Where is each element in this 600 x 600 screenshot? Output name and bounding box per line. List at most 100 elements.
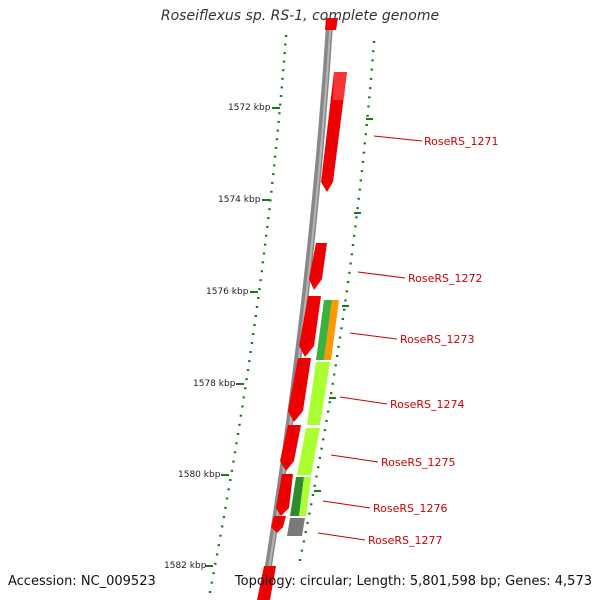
scale-dot: [326, 410, 330, 413]
scale-dot: [337, 345, 340, 348]
gene-feature-rosers-1275[interactable]: [280, 425, 301, 471]
scale-dot: [308, 512, 311, 515]
gene-label-rosers-1273[interactable]: RoseRS_1273: [400, 333, 475, 346]
scale-dot: [246, 369, 250, 372]
feature-gray: [287, 518, 305, 536]
scale-dot: [225, 497, 229, 500]
scale-dot: [241, 405, 244, 408]
scale-dot: [219, 534, 222, 537]
scale-dot: [258, 288, 261, 291]
scale-dot: [360, 170, 364, 173]
scale-dot: [370, 68, 373, 71]
scale-dot: [233, 451, 237, 454]
scale-dot: [330, 392, 333, 395]
gene-feature-rosers-1277[interactable]: [271, 516, 286, 533]
scale-dot: [338, 336, 342, 339]
feature-lime-2: [297, 428, 320, 475]
gene-feature-rosers-1274[interactable]: [288, 358, 311, 422]
scale-dot: [367, 105, 370, 108]
tick-label: 1576 kbp: [206, 287, 249, 297]
gene-label-rosers-1274[interactable]: RoseRS_1274: [390, 398, 465, 411]
scale-dot: [267, 217, 270, 220]
scale-dot: [269, 199, 272, 202]
scale-dot: [273, 164, 276, 167]
scale-dot: [372, 50, 375, 53]
scale-dot: [371, 59, 374, 62]
tick-labels: 1572 kbp 1574 kbp 1576 kbp 1578 kbp 1580…: [164, 103, 280, 571]
gene-feature-rosers-1276[interactable]: [276, 474, 293, 516]
gene-feature-partial: [257, 566, 276, 600]
scale-dot: [353, 234, 356, 237]
scale-dot: [357, 197, 360, 200]
tick-label: 1578 kbp: [193, 379, 236, 389]
scale-dot: [230, 469, 234, 472]
scale-dot: [364, 133, 367, 136]
scale-dot: [279, 95, 283, 97]
gene-label-rosers-1272[interactable]: RoseRS_1272: [408, 272, 483, 285]
scale-dot: [320, 447, 323, 450]
scale-dot: [282, 60, 286, 63]
scale-dot: [222, 516, 226, 519]
scale-dot: [215, 553, 219, 556]
gene-label-rosers-1276[interactable]: RoseRS_1276: [373, 502, 448, 515]
scale-dot: [238, 423, 241, 426]
scale-dot: [275, 138, 279, 141]
gene-feature-rosers-1272[interactable]: [309, 243, 327, 290]
scale-dot: [283, 52, 286, 55]
scale-dot: [236, 433, 240, 435]
scale-dot: [249, 351, 252, 353]
scale-dot: [253, 324, 256, 326]
scale-dot: [210, 581, 213, 584]
gene-labels: RoseRS_1271 RoseRS_1272 RoseRS_1273 Rose…: [317, 135, 499, 547]
scale-dot: [344, 299, 347, 302]
scale-dot: [260, 270, 263, 273]
scale-dot: [318, 456, 322, 459]
topology-text: Topology: circular; Length: 5,801,598 bp…: [234, 574, 592, 589]
scale-dot: [250, 342, 254, 344]
scale-dot: [306, 521, 309, 524]
scale-dot: [365, 124, 368, 126]
feature-green: [316, 300, 332, 360]
scale-dot: [277, 120, 280, 123]
feature-lime-1: [307, 362, 330, 425]
scale-dot: [340, 327, 343, 330]
scale-dot: [336, 355, 339, 357]
scale-dot: [272, 173, 275, 176]
tick-label: 1580 kbp: [178, 470, 221, 480]
scale-dot: [212, 572, 215, 575]
scale-dot: [323, 429, 327, 432]
scale-dot: [348, 271, 351, 274]
leader-line: [330, 454, 379, 463]
scale-dot: [224, 506, 227, 509]
gene-label-rosers-1277[interactable]: RoseRS_1277: [368, 534, 443, 547]
gene-feature-rosers-1271[interactable]: [321, 72, 347, 192]
gene-feature-rosers-1273[interactable]: [299, 296, 321, 357]
scale-dot: [208, 591, 212, 593]
leader-line: [349, 332, 398, 340]
scale-dot: [262, 252, 266, 255]
scale-dot: [252, 333, 255, 335]
gene-features: [257, 18, 347, 600]
scale-dot: [311, 494, 315, 496]
leader-line: [373, 135, 423, 142]
scale-dot: [242, 396, 245, 399]
scale-dot: [325, 419, 328, 422]
scale-dot: [369, 87, 372, 90]
scale-dot: [300, 549, 304, 552]
scale-dot: [351, 244, 355, 246]
scale-dot: [276, 129, 279, 132]
scale-dot: [255, 306, 259, 308]
scale-dot: [363, 142, 366, 145]
gene-label-rosers-1271[interactable]: RoseRS_1271: [424, 135, 499, 148]
leader-line: [339, 396, 388, 405]
scale-dot: [358, 188, 361, 191]
scale-dot: [298, 559, 302, 561]
accession-text: Accession: NC_009523: [8, 574, 156, 589]
gene-label-rosers-1275[interactable]: RoseRS_1275: [381, 456, 456, 469]
scale-dot: [266, 225, 269, 228]
tick-label: 1572 kbp: [228, 103, 271, 113]
scale-dot: [354, 225, 357, 228]
scale-dot: [313, 484, 316, 487]
